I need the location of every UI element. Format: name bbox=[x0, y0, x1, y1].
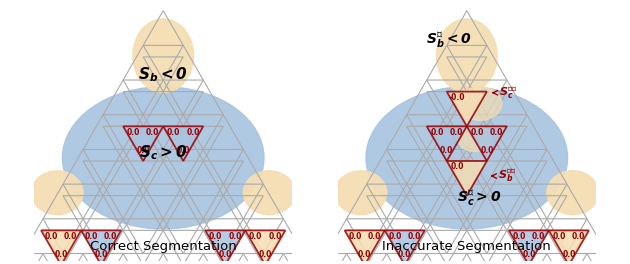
Text: 0.0: 0.0 bbox=[249, 232, 262, 241]
Ellipse shape bbox=[243, 171, 295, 215]
Ellipse shape bbox=[62, 87, 264, 229]
Text: 0.0: 0.0 bbox=[348, 232, 362, 241]
Polygon shape bbox=[509, 230, 549, 264]
Text: 0.0: 0.0 bbox=[94, 250, 108, 259]
Ellipse shape bbox=[32, 171, 83, 215]
Text: Correct Segmentation: Correct Segmentation bbox=[90, 241, 237, 253]
Polygon shape bbox=[385, 230, 425, 264]
Polygon shape bbox=[427, 126, 467, 161]
Text: 0.0: 0.0 bbox=[532, 232, 545, 241]
Text: 0.0: 0.0 bbox=[368, 232, 381, 241]
Text: 0.0: 0.0 bbox=[54, 250, 68, 259]
Text: 0.0: 0.0 bbox=[268, 232, 282, 241]
Polygon shape bbox=[467, 126, 507, 161]
Text: 0.0: 0.0 bbox=[430, 128, 444, 136]
Text: 0.0: 0.0 bbox=[398, 250, 411, 259]
Ellipse shape bbox=[547, 171, 598, 215]
Text: 0.0: 0.0 bbox=[450, 162, 464, 171]
Text: 0.0: 0.0 bbox=[389, 232, 402, 241]
Text: 0.0: 0.0 bbox=[219, 250, 232, 259]
Ellipse shape bbox=[437, 19, 497, 93]
Text: 0.0: 0.0 bbox=[176, 146, 190, 155]
Ellipse shape bbox=[335, 171, 387, 215]
Text: 0.0: 0.0 bbox=[408, 232, 421, 241]
Ellipse shape bbox=[366, 87, 568, 229]
Polygon shape bbox=[245, 230, 285, 264]
Polygon shape bbox=[345, 230, 385, 264]
Ellipse shape bbox=[458, 126, 491, 151]
Text: 0.0: 0.0 bbox=[85, 232, 98, 241]
Ellipse shape bbox=[133, 19, 193, 93]
Text: 0.0: 0.0 bbox=[440, 146, 454, 155]
Text: 0.0: 0.0 bbox=[258, 250, 272, 259]
Text: 0.0: 0.0 bbox=[358, 250, 372, 259]
Polygon shape bbox=[123, 126, 163, 161]
Polygon shape bbox=[163, 126, 203, 161]
Text: $\bfit{S}_c' > 0$: $\bfit{S}_c' > 0$ bbox=[457, 188, 502, 208]
Polygon shape bbox=[447, 92, 487, 126]
Text: 0.0: 0.0 bbox=[45, 232, 58, 241]
Text: 0.0: 0.0 bbox=[490, 128, 503, 136]
Polygon shape bbox=[81, 230, 121, 264]
Text: 0.0: 0.0 bbox=[64, 232, 77, 241]
Text: 0.0: 0.0 bbox=[228, 232, 241, 241]
Text: 0.0: 0.0 bbox=[104, 232, 117, 241]
Text: $\bfit{S}_c > 0$: $\bfit{S}_c > 0$ bbox=[139, 143, 188, 162]
Text: Inaccurate Segmentation: Inaccurate Segmentation bbox=[382, 241, 551, 253]
Polygon shape bbox=[205, 230, 245, 264]
Text: 0.0: 0.0 bbox=[137, 146, 150, 155]
Text: 0.0: 0.0 bbox=[522, 250, 536, 259]
Ellipse shape bbox=[458, 87, 501, 120]
Text: 0.0: 0.0 bbox=[471, 128, 484, 136]
Text: 0.0: 0.0 bbox=[186, 128, 200, 136]
Text: 0.0: 0.0 bbox=[513, 232, 526, 241]
Text: 0.0: 0.0 bbox=[480, 146, 493, 155]
Text: 0.0: 0.0 bbox=[562, 250, 576, 259]
Text: 0.0: 0.0 bbox=[450, 128, 463, 136]
Text: $\bfit{S}_b < 0$: $\bfit{S}_b < 0$ bbox=[138, 66, 188, 84]
Polygon shape bbox=[447, 161, 487, 196]
Polygon shape bbox=[549, 230, 589, 264]
Text: 0.0: 0.0 bbox=[209, 232, 222, 241]
Text: 0.0: 0.0 bbox=[553, 232, 566, 241]
Text: 0.0: 0.0 bbox=[146, 128, 159, 136]
Text: -0.0: -0.0 bbox=[449, 93, 466, 102]
Text: 0.0: 0.0 bbox=[127, 128, 140, 136]
Text: 0.0: 0.0 bbox=[572, 232, 585, 241]
Text: $\bfit{S}_b''$: $\bfit{S}_b''$ bbox=[492, 168, 516, 184]
Text: $\bfit{S}_c''$: $\bfit{S}_c''$ bbox=[493, 85, 517, 101]
Text: $\bfit{S}_b' < 0$: $\bfit{S}_b' < 0$ bbox=[426, 30, 471, 50]
Text: 0.0: 0.0 bbox=[167, 128, 180, 136]
Polygon shape bbox=[41, 230, 81, 264]
